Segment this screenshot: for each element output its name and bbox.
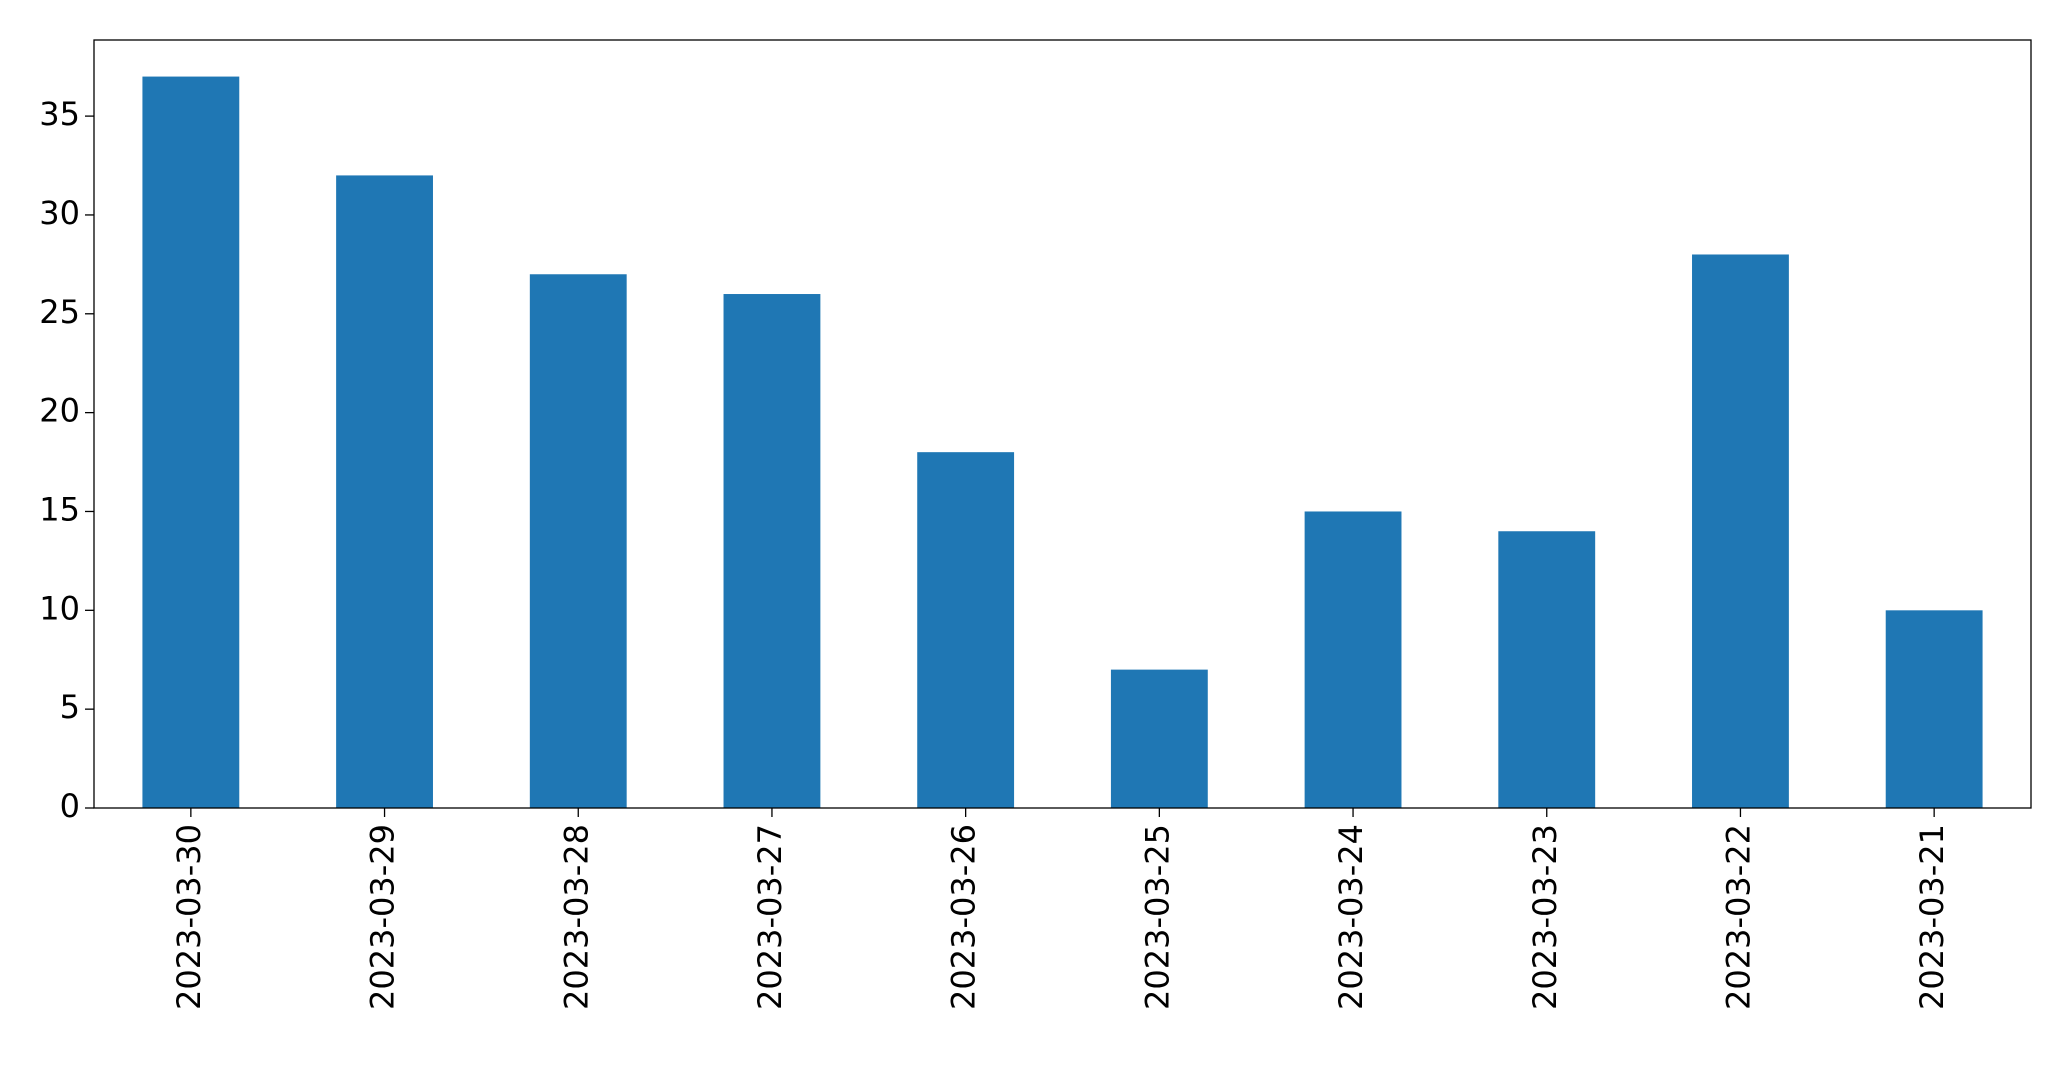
x-tick-label: 2023-03-23 bbox=[1526, 824, 1564, 1010]
x-tick-label: 2023-03-25 bbox=[1138, 824, 1176, 1010]
y-tick-label: 10 bbox=[39, 589, 80, 627]
x-tick-label: 2023-03-28 bbox=[557, 824, 595, 1010]
bar bbox=[529, 274, 627, 808]
bar bbox=[723, 294, 821, 808]
bar bbox=[1885, 610, 1983, 808]
y-tick-label: 30 bbox=[39, 194, 80, 232]
plot-frame bbox=[93, 39, 2032, 809]
x-tick-label: 2023-03-22 bbox=[1719, 824, 1757, 1010]
x-tick-label: 2023-03-30 bbox=[170, 824, 208, 1010]
bar bbox=[1110, 669, 1208, 808]
x-tick-label: 2023-03-24 bbox=[1332, 824, 1370, 1010]
x-tick-label: 2023-03-27 bbox=[751, 824, 789, 1010]
x-tick-label: 2023-03-26 bbox=[945, 824, 983, 1010]
y-tick-label: 0 bbox=[60, 787, 80, 825]
x-tick-label: 2023-03-21 bbox=[1913, 824, 1951, 1010]
y-tick-label: 20 bbox=[39, 392, 80, 430]
y-tick-label: 5 bbox=[60, 688, 80, 726]
bar bbox=[1304, 511, 1402, 808]
bar bbox=[917, 452, 1015, 808]
x-tick-label: 2023-03-29 bbox=[364, 824, 402, 1010]
bar bbox=[336, 175, 433, 808]
y-tick-label: 15 bbox=[39, 490, 80, 528]
bar bbox=[1692, 254, 1789, 809]
bar bbox=[142, 76, 240, 809]
bar bbox=[1498, 531, 1596, 808]
y-tick-label: 25 bbox=[39, 293, 80, 331]
y-tick-label: 35 bbox=[39, 95, 80, 133]
